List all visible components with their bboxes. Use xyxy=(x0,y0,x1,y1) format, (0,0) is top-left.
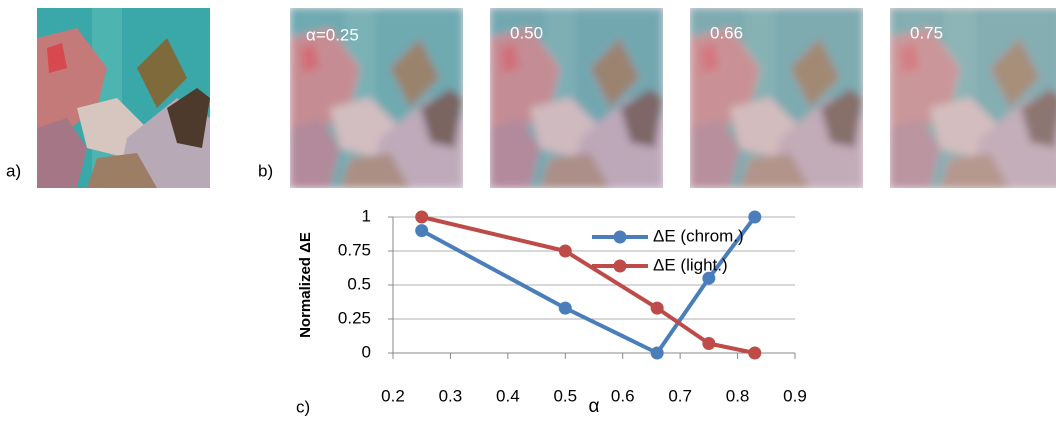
x-tick-label: 0.2 xyxy=(381,386,405,405)
panel-label: a) xyxy=(6,161,21,180)
x-tick-label: 0.5 xyxy=(553,386,577,405)
panel-label: b) xyxy=(258,161,273,180)
image-label: 0.66 xyxy=(710,23,743,42)
data-point xyxy=(415,224,428,237)
x-tick-label: 0.7 xyxy=(668,386,692,405)
image-label: 0.75 xyxy=(910,23,943,42)
image-a xyxy=(37,8,210,188)
image-label: α=0.25 xyxy=(306,25,359,44)
legend-marker xyxy=(614,260,627,273)
legend-marker xyxy=(614,231,627,244)
panel-label: c) xyxy=(296,397,310,416)
y-tick-label: 0.5 xyxy=(347,274,371,293)
data-point xyxy=(702,337,715,350)
x-tick-label: 0.4 xyxy=(496,386,520,405)
legend-label: ΔE (light.) xyxy=(653,255,728,274)
x-tick-label: 0.9 xyxy=(783,386,807,405)
data-point xyxy=(415,211,428,224)
figure: a) b) c) α=0.25 0.50 0.66 0.75 α Normali… xyxy=(0,0,1056,421)
image-label: 0.50 xyxy=(510,23,543,42)
y-tick-label: 0.75 xyxy=(338,240,371,259)
y-axis-label: Normalized ΔE xyxy=(297,232,314,338)
data-point xyxy=(748,211,761,224)
data-point xyxy=(559,302,572,315)
x-tick-label: 0.6 xyxy=(611,386,635,405)
y-tick-label: 0.25 xyxy=(338,308,371,327)
y-tick-label: 1 xyxy=(362,206,371,225)
data-point xyxy=(651,347,664,360)
y-tick-label: 0 xyxy=(362,342,371,361)
x-axis-label: α xyxy=(589,396,600,417)
legend-label: ΔE (chrom.) xyxy=(653,226,744,245)
data-point xyxy=(559,245,572,258)
data-point xyxy=(651,302,664,315)
x-tick-label: 0.8 xyxy=(726,386,750,405)
x-tick-label: 0.3 xyxy=(439,386,463,405)
data-point xyxy=(748,347,761,360)
